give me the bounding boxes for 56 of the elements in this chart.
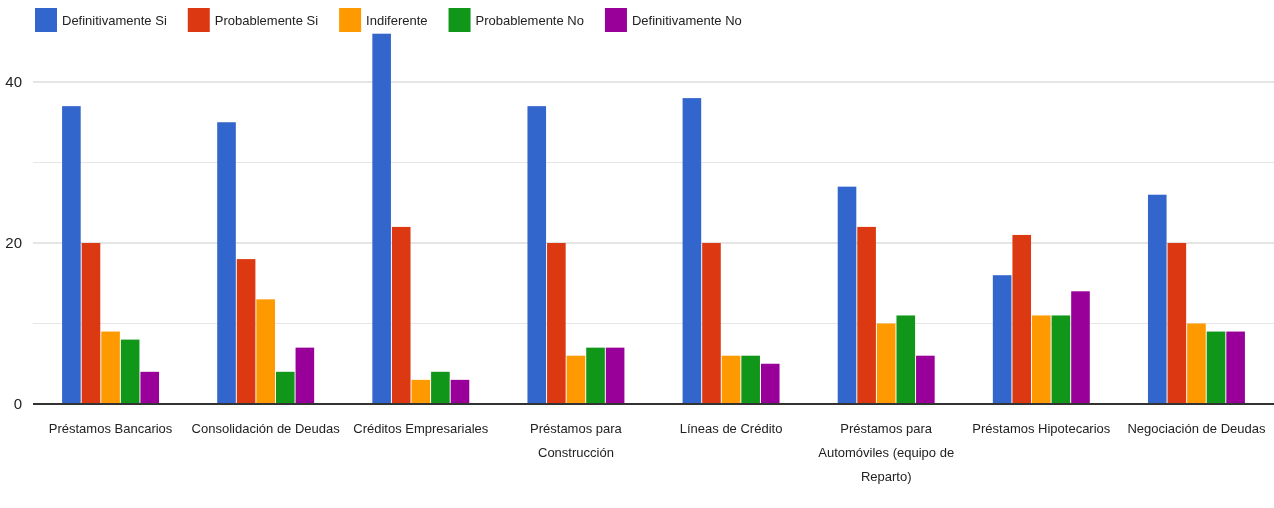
y-tick-label: 20	[5, 234, 22, 252]
bar	[566, 355, 586, 404]
x-tick-label: Negociación de Deudas	[1127, 420, 1266, 436]
bar	[1206, 331, 1226, 404]
legend-label: Probablemente No	[475, 12, 584, 28]
bar	[217, 122, 236, 404]
bar	[605, 347, 625, 404]
legend-label: Probablemente Si	[214, 12, 319, 28]
bar	[1032, 315, 1051, 404]
y-tick-label: 0	[13, 395, 22, 413]
bar	[837, 186, 857, 404]
bar	[256, 299, 275, 404]
bar	[527, 106, 547, 404]
bar	[295, 347, 315, 404]
bar	[431, 371, 450, 404]
bar	[411, 379, 431, 404]
x-tick-label: Préstamos para Construcción	[530, 420, 623, 460]
y-tick-label: 40	[5, 73, 22, 91]
bar	[1147, 194, 1167, 404]
x-tick-label: Líneas de Crédito	[679, 420, 783, 436]
bar	[140, 371, 160, 404]
bar	[741, 355, 760, 404]
bar	[682, 98, 702, 404]
legend-label: Indiferente	[366, 12, 428, 28]
bar	[547, 243, 566, 404]
bar	[372, 33, 391, 404]
bar	[1012, 234, 1032, 404]
bar	[760, 363, 780, 404]
x-tick-label: Consolidación de Deudas	[191, 420, 341, 436]
bar	[236, 259, 256, 404]
bar	[721, 355, 741, 404]
bar	[876, 323, 896, 404]
x-tick-label: Préstamos para Automóviles (equipo de Reparto)	[818, 420, 955, 484]
bar	[1167, 243, 1187, 404]
bar	[391, 226, 411, 404]
bar	[1071, 291, 1090, 404]
bar	[896, 315, 916, 404]
bar	[992, 275, 1012, 404]
bar	[1187, 323, 1206, 404]
legend-label: Definitivamente No	[631, 12, 742, 28]
bar	[857, 226, 876, 404]
legend-label: Definitivamente Si	[62, 12, 167, 28]
x-tick-label: Créditos Empresariales	[353, 420, 489, 436]
bar	[450, 379, 470, 404]
x-tick-label: Préstamos Hipotecarios	[972, 420, 1111, 436]
bar	[120, 339, 140, 404]
bar	[101, 331, 120, 404]
bar	[1051, 315, 1071, 404]
bar	[275, 371, 295, 404]
bar	[702, 243, 721, 404]
bar	[586, 347, 605, 404]
x-tick-label: Préstamos Bancarios	[48, 420, 173, 436]
bar	[1226, 331, 1245, 404]
bar	[81, 243, 101, 404]
bar	[62, 106, 81, 404]
bar	[916, 355, 935, 404]
